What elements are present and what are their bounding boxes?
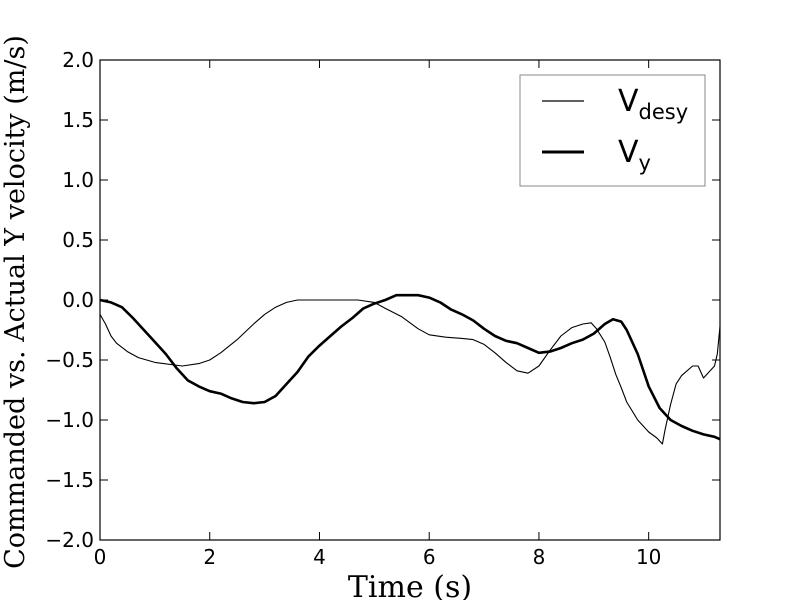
x-tick-label: 4 (313, 545, 326, 569)
legend-box (519, 74, 706, 187)
y-tick-label: 0.5 (62, 228, 94, 252)
x-tick-label: 6 (423, 545, 436, 569)
ticks-layer: 0 2 4 6 8 10 −2.0 −1.5 −1.0 −0.5 0.0 0.5 1.0 1.5 2.0 (45, 48, 720, 569)
series-layer (99, 293, 721, 445)
y-tick-label: −2.0 (45, 528, 94, 552)
y-tick-label: 0.0 (62, 288, 94, 312)
plot-frame (99, 59, 721, 541)
legend-label-vy-main: V (618, 135, 639, 170)
x-tick-label: 8 (533, 545, 546, 569)
y-tick-label: −1.5 (45, 468, 94, 492)
legend-label-vdesy-main: V (618, 84, 639, 119)
legend-label-vy: Vy (618, 135, 651, 175)
series-line-vdesy (99, 299, 721, 445)
y-tick-label: −1.0 (45, 408, 94, 432)
legend-label-vy-sub: y (639, 151, 651, 175)
y-tick-label: −0.5 (45, 348, 94, 372)
y-axis-title: Commanded vs. Actual Y velocity (m/s) (0, 35, 31, 569)
series-line-vy (99, 293, 721, 441)
y-tick-label: 2.0 (62, 48, 94, 72)
y-tick-label: 1.0 (62, 168, 94, 192)
y-tick-label: 1.5 (62, 108, 94, 132)
x-tick-label: 2 (203, 545, 216, 569)
legend-label-vdesy: Vdesy (618, 84, 688, 124)
x-tick-label: 0 (94, 545, 107, 569)
legend: Vdesy Vy (519, 74, 706, 187)
x-axis-title: Time (s) (348, 570, 472, 600)
legend-label-vdesy-sub: desy (639, 100, 689, 124)
x-tick-label: 10 (636, 545, 661, 569)
